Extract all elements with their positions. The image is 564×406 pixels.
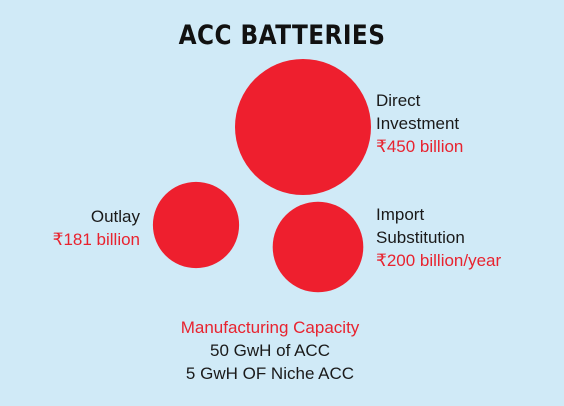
bubble-outlay	[152, 181, 240, 269]
value-outlay: ₹181 billion	[52, 230, 140, 249]
value-import-substitution: ₹200 billion/year	[376, 251, 502, 270]
label-import-substitution: Import Substitution ₹200 billion/year	[376, 205, 502, 270]
capacity-line-1: 50 GwH of ACC	[210, 341, 330, 360]
label-direct-investment: Direct Investment ₹450 billion	[376, 91, 464, 156]
capacity-line-2: 5 GwH OF Niche ACC	[185, 364, 355, 383]
label-outlay: Outlay ₹181 billion	[20, 205, 140, 251]
chart-title: ACC BATTERIES	[178, 20, 386, 51]
bubble-import-substitution	[272, 201, 364, 293]
value-direct-investment: ₹450 billion	[376, 137, 464, 156]
manufacturing-capacity: Manufacturing Capacity 50 GwH of ACC 5 G…	[0, 316, 540, 385]
capacity-heading: Manufacturing Capacity	[180, 318, 360, 337]
bubble-direct-investment	[235, 59, 371, 195]
